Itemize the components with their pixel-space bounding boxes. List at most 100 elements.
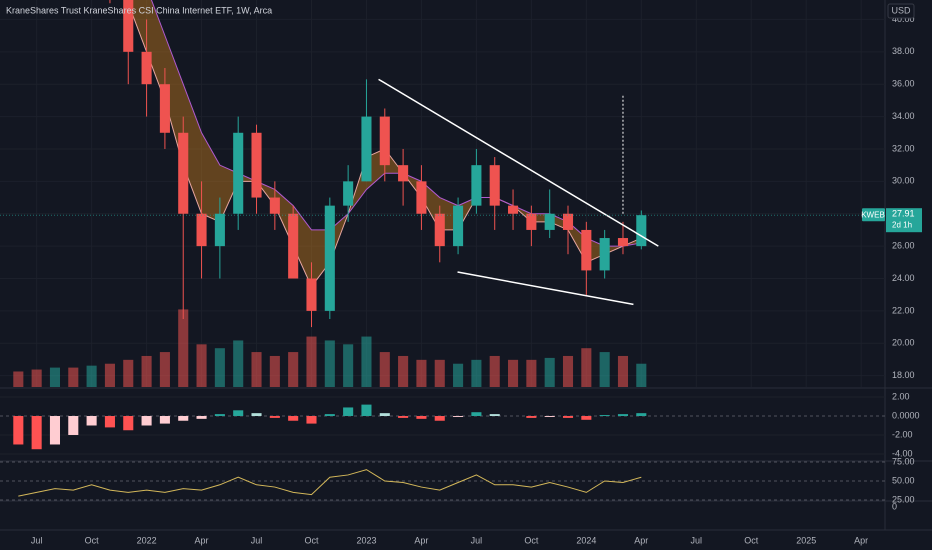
currency-box[interactable]	[887, 3, 915, 19]
macd-bar	[49, 416, 61, 445]
volume-bar	[214, 348, 225, 387]
macd-bar	[617, 414, 629, 417]
y-tick-label: 22.00	[892, 305, 915, 315]
x-tick-label: Oct	[304, 535, 319, 545]
candle-body	[526, 213, 537, 230]
rsi-line	[18, 469, 642, 497]
candle-body	[453, 205, 464, 247]
x-tick-label: Apr	[634, 535, 648, 545]
macd-bar	[31, 416, 42, 450]
volume-bar	[233, 340, 244, 387]
macd-bar	[398, 416, 409, 418]
volume-bar	[636, 363, 647, 387]
candle-body	[544, 213, 555, 230]
candle-body	[599, 238, 610, 271]
candle-body	[636, 215, 647, 247]
macd-bar	[178, 416, 189, 421]
candle-body	[324, 205, 335, 311]
candle-body	[288, 213, 299, 279]
macd-bar	[233, 410, 244, 417]
symbol-badge	[862, 208, 885, 222]
volume-bar	[288, 352, 299, 387]
macd-bar	[489, 414, 500, 417]
volume-bar	[343, 344, 354, 387]
candle-body	[306, 278, 317, 311]
x-tick-label: 2023	[356, 535, 376, 545]
candle-body	[562, 213, 574, 230]
macd-bar	[196, 416, 207, 419]
volume-bar	[269, 355, 280, 387]
y-tick-label: 34.00	[892, 111, 915, 121]
y-tick-label: 30.00	[892, 176, 915, 186]
candle-body	[617, 238, 629, 247]
candle-body	[416, 181, 427, 214]
volume-bar	[526, 359, 537, 387]
volume-bar	[123, 359, 134, 387]
x-tick-label: 2025	[796, 535, 816, 545]
x-tick-label: Jul	[31, 535, 43, 545]
y-tick-label: -2.00	[892, 429, 913, 439]
candle-body	[123, 0, 134, 52]
x-tick-label: Jul	[691, 535, 703, 545]
macd-bar	[434, 416, 445, 421]
macd-bar	[599, 415, 610, 417]
macd-bar	[562, 416, 574, 418]
y-tick-label: 18.00	[892, 370, 915, 380]
candle-body	[508, 205, 519, 214]
macd-bar	[416, 416, 427, 419]
y-tick-label: 40.00	[892, 14, 915, 24]
macd-bar	[581, 416, 592, 420]
volume-bar	[104, 363, 115, 387]
volume-bar	[398, 355, 409, 387]
macd-bar	[288, 416, 299, 421]
y-tick-label: 75.00	[892, 456, 915, 466]
y-tick-label: 24.00	[892, 273, 915, 283]
volume-bar	[581, 348, 592, 387]
candle-body	[343, 181, 354, 206]
candle-body	[434, 213, 445, 247]
x-tick-label: Oct	[524, 535, 539, 545]
x-tick-label: Apr	[854, 535, 868, 545]
symbol-label: KWEB	[861, 210, 885, 219]
price-badge	[886, 208, 922, 233]
macd-bar	[306, 416, 317, 424]
volume-bar	[68, 367, 79, 387]
x-tick-label: Jul	[251, 535, 263, 545]
volume-bar	[196, 344, 207, 387]
macd-bar	[361, 404, 372, 417]
macd-bar	[343, 407, 354, 417]
macd-bar	[269, 416, 280, 418]
volume-bar	[86, 365, 97, 387]
volume-bar	[508, 359, 519, 387]
macd-bar	[68, 416, 79, 435]
macd-bar	[104, 416, 115, 428]
macd-bar	[636, 413, 647, 417]
y-tick-label: 25.00	[892, 494, 915, 504]
candle-body	[489, 165, 500, 206]
macd-bar	[251, 413, 262, 417]
volume-bar	[471, 359, 482, 387]
volume-bar	[159, 352, 170, 387]
chart-title: KraneShares Trust KraneShares CSI China …	[6, 5, 272, 15]
trendline	[457, 271, 634, 306]
currency[interactable]: USD	[891, 5, 911, 15]
macd-bar	[453, 416, 464, 417]
macd-bar	[324, 414, 335, 417]
macd-bar	[13, 416, 24, 445]
candle-body	[398, 165, 409, 182]
macd-bar	[123, 416, 134, 431]
macd-bar	[141, 416, 152, 426]
y-tick-label: 0	[892, 501, 897, 511]
volume-bar	[361, 336, 372, 387]
macd-bar	[526, 416, 537, 418]
volume-bar	[544, 357, 555, 387]
candle-body	[471, 165, 482, 206]
volume-bar	[13, 371, 24, 387]
volume-bar	[434, 359, 445, 387]
candle-body	[581, 229, 592, 271]
y-tick-label: 26.00	[892, 241, 915, 251]
candle-body	[251, 132, 262, 198]
macd-bar	[379, 413, 390, 417]
